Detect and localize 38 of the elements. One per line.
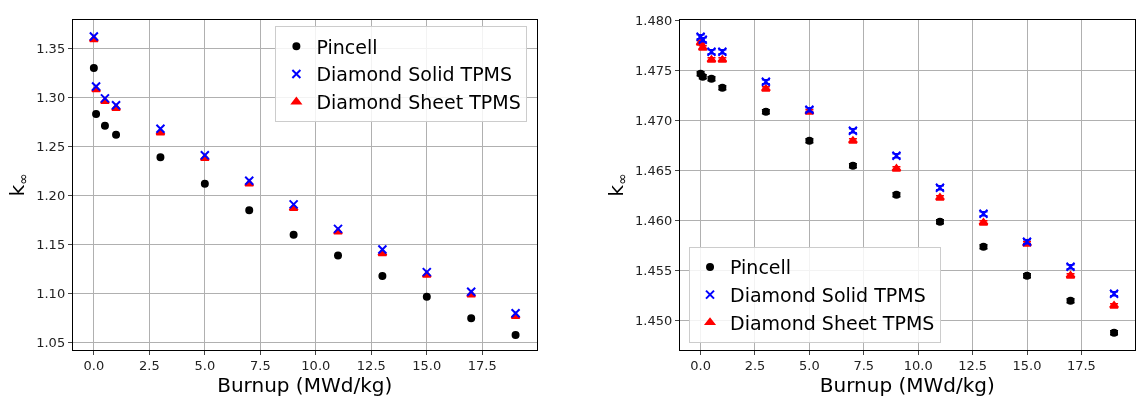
y-tick-label: 1.30: [36, 89, 66, 105]
y-tick-label: 1.35: [36, 40, 66, 56]
legend-label: Pincell: [730, 256, 792, 279]
y-tick-label: 1.480: [635, 13, 673, 29]
x-tick-label: 5.0: [194, 358, 216, 374]
y-tick-label: 1.450: [635, 313, 673, 329]
legend-label: Diamond Solid TPMS: [730, 284, 926, 307]
y-tick-label: 1.05: [36, 335, 66, 351]
x-axis-title: Burnup (MWd/kg): [217, 373, 393, 398]
x-tick-label: 10.0: [903, 358, 933, 374]
y-tick-label: 1.460: [635, 213, 673, 229]
legend-label: Diamond Solid TPMS: [316, 63, 513, 86]
y-tick-label: 1.470: [635, 113, 673, 129]
x-tick-label: 2.5: [139, 358, 160, 374]
y-tick-label: 1.465: [635, 163, 673, 179]
x-tick-label: 0.0: [83, 358, 105, 374]
x-tick-label: 15.0: [1012, 358, 1042, 374]
x-tick-label: 17.5: [1066, 358, 1096, 374]
x-tick-label: 12.5: [958, 358, 988, 374]
legend-label: Diamond Sheet TPMS: [316, 91, 521, 114]
x-tick-label: 5.0: [799, 358, 820, 374]
x-tick-label: 7.5: [853, 358, 875, 374]
x-tick-label: 7.5: [249, 358, 271, 374]
x-tick-label: 2.5: [744, 358, 766, 374]
x-tick-label: 15.0: [412, 358, 442, 374]
x-tick-label: 0.0: [690, 358, 711, 374]
y-tick-label: 1.25: [36, 139, 66, 155]
x-axis-title: Burnup (MWd/kg): [819, 373, 995, 398]
y-tick-label: 1.15: [36, 237, 66, 253]
legend-label: Pincell: [316, 35, 378, 58]
y-tick-label: 1.475: [635, 63, 673, 79]
x-tick-label: 17.5: [467, 358, 497, 374]
y-tick-label: 1.10: [36, 286, 66, 302]
y-tick-label: 1.20: [36, 188, 66, 204]
legend-label: Diamond Sheet TPMS: [730, 311, 935, 334]
y-tick-label: 1.455: [635, 263, 673, 279]
x-tick-label: 10.0: [301, 358, 331, 374]
x-tick-label: 12.5: [356, 358, 386, 374]
